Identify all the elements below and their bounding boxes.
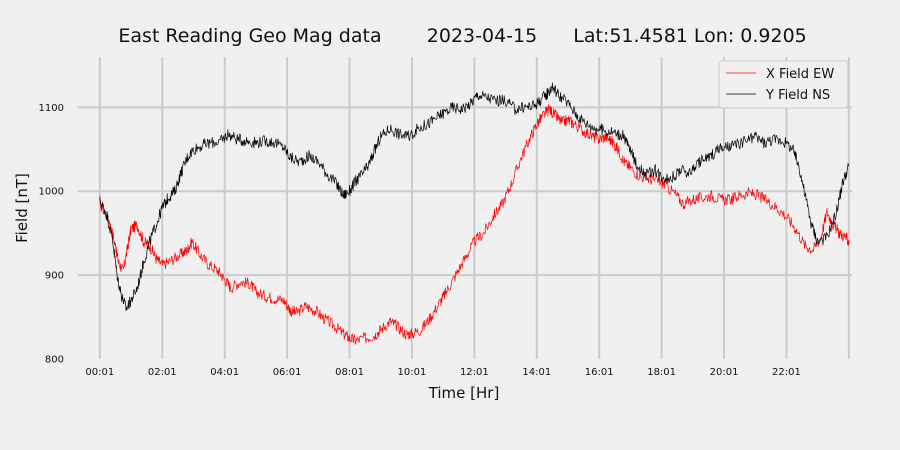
- series-line-x-field-ew: [99, 104, 850, 345]
- legend-label-y-field: Y Field NS: [765, 88, 830, 103]
- y-axis-label: Field [nT]: [13, 173, 31, 243]
- series-layer: [99, 82, 850, 345]
- legend: X Field EW Y Field NS: [718, 60, 849, 109]
- x-axis-label: Time [Hr]: [428, 384, 500, 402]
- y-tick-label: 800: [45, 355, 64, 366]
- x-tick-label: 18:01: [647, 367, 676, 378]
- chart-title-location: Lat:51.4581 Lon: 0.9205: [573, 25, 807, 47]
- x-tick-label: 20:01: [710, 367, 739, 378]
- x-tick-label: 04:01: [210, 367, 239, 378]
- x-tick-label: 06:01: [273, 367, 302, 378]
- chart-title-date: 2023-04-15: [427, 25, 537, 47]
- series-line-y-field-ns: [99, 82, 850, 312]
- x-tick-label: 10:01: [398, 367, 427, 378]
- x-tick-label: 02:01: [148, 367, 177, 378]
- y-tick-label: 900: [45, 271, 64, 282]
- x-tick-label: 12:01: [460, 367, 489, 378]
- chart-title-name: East Reading Geo Mag data: [118, 25, 381, 47]
- y-tick-label: 1000: [39, 187, 64, 198]
- x-tick-label: 14:01: [522, 367, 551, 378]
- x-tick-label: 00:01: [85, 367, 114, 378]
- y-tick-label: 1100: [39, 103, 64, 114]
- legend-label-x-field: X Field EW: [766, 67, 834, 82]
- x-tick-label: 22:01: [772, 367, 801, 378]
- x-tick-label: 16:01: [585, 367, 614, 378]
- tick-layer: 00:01 02:01 04:01 06:01 08:01 10:01 12:01 14:01…: [39, 103, 801, 378]
- x-tick-label: 08:01: [335, 367, 364, 378]
